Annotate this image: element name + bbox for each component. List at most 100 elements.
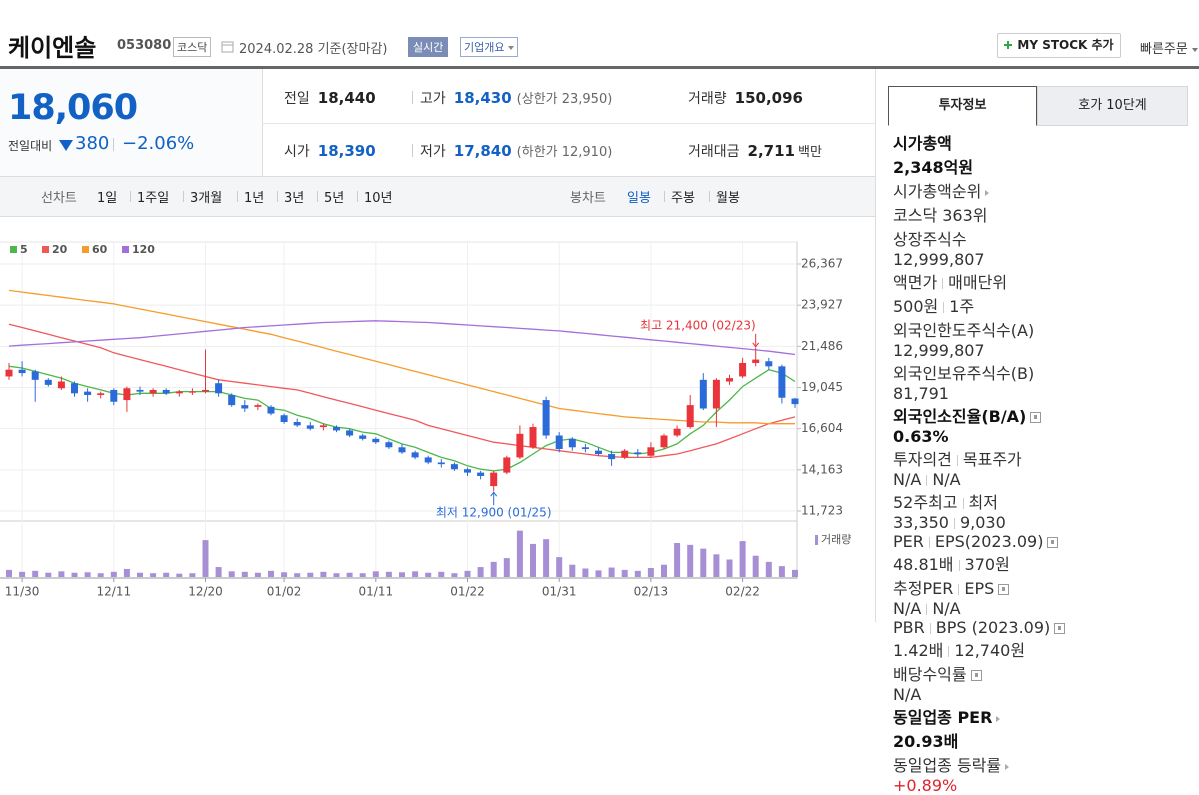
summary-cell: 거래대금 2,711 백만: [688, 141, 822, 161]
period-tab[interactable]: 1년: [244, 191, 265, 206]
period-tab[interactable]: 5년: [324, 191, 345, 206]
realtime-badge[interactable]: 실시간: [408, 37, 449, 57]
candle-body: [411, 452, 419, 458]
value-part: 20.93배: [893, 732, 959, 751]
quick-order[interactable]: 빠른주문: [1140, 38, 1198, 57]
overview-button[interactable]: 기업개요: [460, 37, 519, 57]
volume-bar: [84, 572, 91, 577]
min-arrowhead: [490, 491, 498, 497]
legend-swatch: [122, 246, 129, 253]
help-icon[interactable]: [998, 584, 1010, 595]
label-part: BPS (2023.09): [935, 618, 1051, 637]
candle-body: [477, 472, 485, 476]
y-tick-label: 26,367: [801, 257, 843, 271]
candle-body: [673, 428, 681, 436]
separator: [962, 498, 964, 509]
candle-body: [18, 369, 26, 374]
value-part: 12,999,807: [893, 250, 985, 269]
info-group: 외국인한도주식수(A) 12,999,807 외국인보유주식수(B) 81,791 외국…: [893, 317, 1181, 446]
candle-body: [608, 454, 616, 460]
info-tab[interactable]: 호가 10단계: [1037, 86, 1188, 126]
info-value: N/A N/A: [893, 599, 1181, 618]
volume-bar: [752, 555, 759, 577]
volume-bar: [97, 573, 104, 577]
candle-body: [739, 362, 747, 377]
help-icon[interactable]: [1047, 537, 1059, 548]
legend-label: 60: [92, 243, 108, 256]
info-label: 시가총액순위: [893, 178, 1181, 202]
candle-body: [712, 379, 720, 409]
volume-bar: [385, 571, 392, 577]
period-tab[interactable]: 3개월: [190, 191, 223, 206]
current-price: 18,060: [8, 88, 138, 128]
summary-value: 150,096: [734, 89, 803, 107]
separator: [958, 560, 960, 571]
volume-bar: [163, 572, 170, 577]
info-row: 동일업종 PER 20.93배: [893, 704, 1181, 752]
info-label: 투자의견 목표주가: [893, 446, 1181, 470]
label-part: 배당수익률: [893, 665, 967, 684]
x-tick-label: 01/02: [267, 585, 302, 599]
info-label: 상장주식수: [893, 226, 1181, 250]
help-icon[interactable]: [970, 670, 982, 681]
candle-tab[interactable]: 주봉: [671, 191, 695, 206]
volume-bar: [45, 572, 52, 577]
summary-label: 시가: [284, 144, 310, 160]
separator: [948, 646, 950, 657]
x-tick-label: 01/11: [359, 585, 394, 599]
candle-tab[interactable]: 일봉: [627, 191, 651, 206]
info-label: 추정PER EPS: [893, 575, 1181, 599]
separator: [317, 191, 318, 202]
dropdown-arrow: [1191, 47, 1198, 52]
volume-bar: [268, 570, 274, 577]
period-tab[interactable]: 10년: [364, 191, 393, 206]
volume-bar: [595, 570, 602, 577]
info-row: 시가총액순위 코스닥 363위: [893, 178, 1181, 226]
volume-bar: [687, 544, 694, 577]
info-group: 투자의견 목표주가 N/A N/A 52주최고 최저 33,350 9,030: [893, 446, 1181, 532]
candle-body: [71, 383, 78, 394]
candle-body: [765, 361, 773, 367]
info-label: 배당수익률: [893, 661, 1181, 685]
value-part: N/A: [932, 599, 961, 618]
value-part: N/A: [932, 470, 961, 489]
info-row: 추정PER EPS N/A N/A: [893, 575, 1181, 618]
change-amount: 380: [75, 133, 110, 154]
candle-body: [726, 378, 733, 382]
summary-unit: 백만: [797, 145, 822, 160]
period-tab[interactable]: 1일: [97, 191, 118, 206]
period-tab[interactable]: 1주일: [137, 191, 170, 206]
separator: [183, 191, 184, 202]
help-icon[interactable]: [1054, 623, 1066, 634]
info-row: PBR BPS (2023.09) 1.42배 12,740원: [893, 618, 1181, 661]
info-tab[interactable]: 투자정보: [888, 86, 1037, 126]
candle-body: [464, 469, 471, 473]
line-chart-label: 선차트: [41, 191, 77, 206]
summary-value: 18,390: [317, 142, 376, 160]
candle-body: [110, 389, 118, 402]
market-badge: 코스닥: [173, 37, 212, 57]
summary-label: 거래대금: [688, 144, 740, 160]
y-tick-label: 11,723: [801, 504, 843, 518]
volume-bar: [739, 541, 746, 577]
volume-legend-swatch: [815, 535, 818, 545]
max-annotation: 최고 21,400 (02/23): [640, 318, 756, 332]
summary-value: 18,430: [453, 89, 512, 107]
mystock-button[interactable]: MY STOCK 추가: [997, 33, 1121, 58]
period-tab[interactable]: 3년: [284, 191, 305, 206]
summary-cell: 저가 17,840 (하한가 12,910): [420, 141, 612, 161]
link-arrow: [985, 189, 990, 196]
info-label: 외국인보유주식수(B): [893, 360, 1181, 384]
link-arrow: [1005, 763, 1010, 770]
volume-bar: [333, 573, 340, 577]
candle-tab[interactable]: 월봉: [716, 191, 740, 206]
volume-bar: [438, 571, 445, 577]
label-part: 외국인한도주식수(A): [893, 321, 1035, 340]
help-icon[interactable]: [1030, 412, 1042, 423]
info-value: 48.81배 370원: [893, 551, 1181, 575]
candle-body: [293, 421, 301, 426]
volume-bar: [530, 543, 536, 577]
value-part: N/A: [893, 470, 922, 489]
label-part: 매매단위: [948, 273, 1008, 292]
candle-body: [660, 435, 668, 448]
